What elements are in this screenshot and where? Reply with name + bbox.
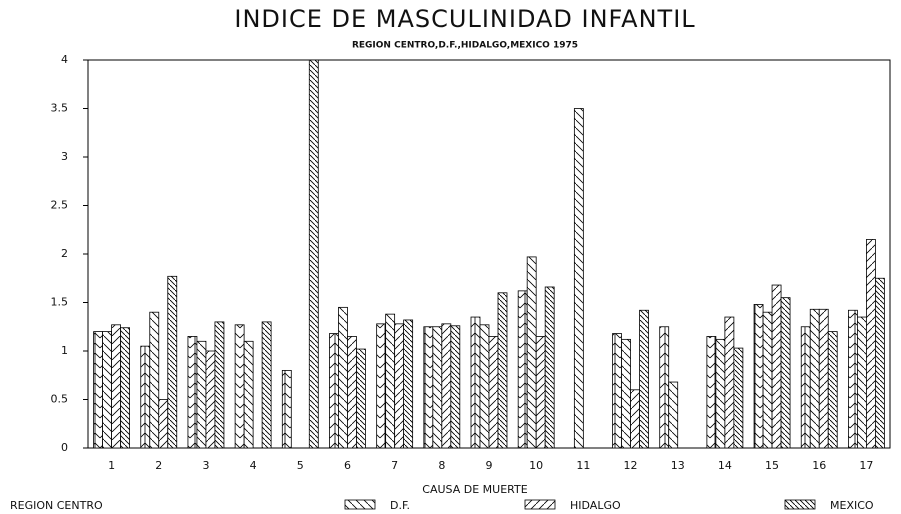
bar [488,336,499,449]
legend-label: REGION CENTRO [10,499,103,512]
bar [724,316,735,449]
bar [535,336,546,449]
x-tick-label: 16 [812,459,826,472]
bar [526,256,537,449]
legend-label: MEXICO [830,499,874,512]
bar [762,311,773,449]
bar [630,389,640,449]
bar [659,326,670,449]
bar [715,338,726,449]
y-tick-label: 3.5 [51,102,69,115]
bar [544,286,555,449]
bar [261,321,272,449]
bar [187,336,198,449]
y-tick-label: 0 [61,441,68,454]
x-tick-label: 8 [438,459,445,472]
chart-subtitle: REGION CENTRO,D.F.,HIDALGO,MEXICO 1975 [352,41,578,51]
bar [338,306,348,449]
legend-swatch [784,499,816,510]
bar [167,275,178,449]
y-tick-label: 1.5 [51,296,69,309]
x-tick-label: 14 [718,459,732,472]
bar [612,333,622,449]
bar [441,323,452,449]
x-tick-label: 6 [344,459,351,472]
y-tick-label: 0.5 [51,393,69,406]
bar [120,327,130,449]
x-tick-label: 13 [671,459,685,472]
bar [753,304,764,449]
bar [234,324,245,449]
bar [149,311,160,449]
bar [857,316,867,449]
x-tick-label: 12 [624,459,638,472]
bar [479,324,490,449]
x-tick-label: 10 [529,459,543,472]
x-tick-label: 15 [765,459,779,472]
bar [394,323,405,449]
bar [423,326,434,449]
y-tick-label: 2.5 [51,199,69,212]
bar [800,326,811,449]
bar [432,326,443,449]
bar [573,108,584,449]
bar [668,381,679,449]
bar [733,347,744,449]
bar [111,324,121,449]
x-tick-label: 7 [391,459,398,472]
x-tick-label: 9 [486,459,493,472]
y-tick-label: 3 [61,150,68,163]
bar [827,331,838,449]
x-tick-label: 17 [859,459,873,472]
bar [706,336,717,449]
bar [243,340,254,449]
bar [308,59,319,449]
bar [780,297,791,449]
bar [214,321,225,449]
chart-title: INDICE DE MASCULINIDAD INFANTIL [234,5,695,33]
bar [93,331,103,449]
bar [205,350,216,449]
bar [403,319,414,449]
x-tick-label: 2 [155,459,162,472]
bar [140,345,151,449]
bar [809,308,820,449]
bar [875,277,885,449]
x-tick-label: 4 [250,459,257,472]
bar [356,348,366,449]
x-tick-label: 11 [576,459,590,472]
bar [450,325,461,449]
bar [281,369,292,449]
bar [639,309,649,449]
legend-swatch [344,499,376,510]
y-tick-label: 4 [61,53,68,66]
bar [102,331,112,449]
bar [517,290,528,449]
bar [347,336,357,449]
bar [470,316,481,449]
bar [385,313,396,449]
x-axis-label: CAUSA DE MUERTE [422,483,527,496]
bar [866,239,876,449]
bar [376,323,387,449]
bar [848,309,858,449]
bar [621,338,631,449]
legend-label: D.F. [390,499,410,512]
y-tick-label: 2 [61,247,68,260]
bar [196,340,207,449]
x-tick-label: 1 [108,459,115,472]
bar [329,333,339,449]
x-tick-label: 3 [202,459,209,472]
y-tick-label: 1 [61,344,68,357]
legend-swatch [524,499,556,510]
bar [497,292,508,449]
legend-label: HIDALGO [570,499,621,512]
bar [158,399,169,449]
bar [818,308,829,449]
bar [771,284,782,449]
x-tick-label: 5 [297,459,304,472]
